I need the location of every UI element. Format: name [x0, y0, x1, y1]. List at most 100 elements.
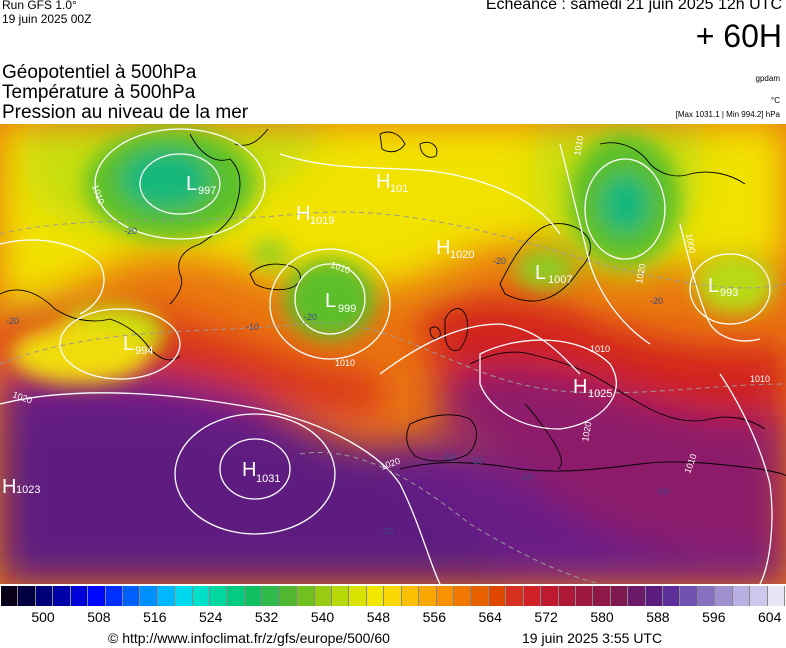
scale-swatch	[732, 586, 751, 606]
scale-swatch	[471, 586, 489, 606]
temp-label-10: -20	[6, 316, 19, 326]
temp-label-2: -10	[470, 456, 483, 466]
scale-swatch	[297, 586, 315, 606]
scale-swatch	[35, 586, 54, 606]
center-type-6: L	[708, 275, 719, 297]
scale-swatch	[279, 586, 298, 606]
isobar-label-0: 1010	[572, 135, 585, 156]
scale-swatch	[18, 586, 36, 606]
scale-tick-label: 524	[199, 609, 223, 625]
field-green-scand	[515, 249, 575, 289]
center-value-6: 993	[720, 287, 738, 299]
scale-swatch	[140, 586, 158, 606]
scale-tick-label: 540	[310, 609, 335, 625]
isotherm-m10-s	[299, 452, 601, 584]
isobar-1010-w	[0, 239, 105, 315]
isobar-1020-n	[279, 153, 561, 235]
color-scale-ticks: 500 508 516 524 532 540 548 556 564 572 580 588 596 6…	[0, 609, 786, 627]
isobar-low-mid	[294, 263, 366, 335]
temp-label-3: -10	[520, 472, 533, 482]
scale-swatch	[70, 586, 89, 606]
center-type-0: L	[186, 173, 197, 195]
field-teal-ne	[600, 174, 650, 234]
isobar-1000-e	[679, 223, 761, 342]
scale-swatch	[227, 586, 245, 606]
temp-label-8: -20	[493, 256, 506, 266]
scale-swatch	[244, 586, 263, 606]
title-geopotential: Géopotentiel à 500hPa	[2, 62, 197, 83]
coast-svalbard	[379, 131, 438, 158]
scale-tick-label: 572	[534, 609, 558, 625]
scale-swatch	[366, 586, 385, 606]
forecast-valid-time: Echéance : samedi 21 juin 2025 12h UTC	[485, 0, 782, 13]
isobar-low-nw	[139, 153, 221, 215]
scale-swatch	[349, 586, 367, 606]
scale-swatch	[697, 586, 716, 606]
center-type-2: H	[296, 203, 310, 225]
center-type-9: H	[242, 459, 256, 481]
scale-swatch	[314, 586, 333, 606]
source-credit: © http://www.infoclimat.fr/z/gfs/europe/…	[108, 630, 390, 646]
scale-swatch	[628, 586, 646, 606]
isotherm-m20-n	[0, 211, 786, 289]
isobar-high-eu	[479, 339, 617, 430]
center-value-4: 999	[338, 303, 356, 315]
scale-tick-label: 508	[87, 609, 111, 625]
scale-swatch	[575, 586, 594, 606]
scale-swatch	[157, 586, 176, 606]
isobar-low-nw-2	[94, 128, 266, 240]
scale-swatch	[436, 586, 454, 606]
scale-tick-label: 564	[478, 609, 502, 625]
coast-labrador	[0, 289, 181, 361]
scale-swatch	[419, 586, 437, 606]
center-value-7: 994	[135, 345, 153, 357]
unit-geopotential: gpdam	[755, 74, 780, 83]
scale-swatch	[506, 586, 524, 606]
scale-swatch	[210, 586, 228, 606]
isobar-1010-e	[719, 373, 773, 584]
isobar-low-w	[59, 308, 181, 380]
isobar-low-mid-2	[269, 248, 391, 360]
scale-tick-label: 532	[254, 609, 279, 625]
coast-scandinavia	[499, 223, 591, 302]
temp-label-6: -20	[124, 226, 137, 236]
scale-tick-label: 596	[702, 609, 726, 625]
center-type-4: L	[325, 290, 336, 312]
coast-russia	[599, 142, 746, 185]
isobar-1010-n	[559, 143, 651, 345]
scale-swatch	[767, 586, 785, 606]
scale-swatch	[610, 586, 629, 606]
coast-iceland	[249, 263, 301, 291]
isotherm-m10-c	[0, 322, 786, 394]
scale-tick-label: 516	[143, 609, 167, 625]
temp-label-5: -10	[380, 526, 393, 536]
isobar-label-9: 1020	[634, 263, 647, 284]
center-value-1: 101	[390, 183, 408, 195]
scale-swatch	[175, 586, 193, 606]
center-type-5: L	[535, 262, 546, 284]
field-green-east	[695, 254, 775, 314]
isotherms	[0, 211, 786, 584]
run-label: Run GFS 1.0°	[2, 0, 77, 12]
field-violet-sw	[0, 416, 520, 584]
scale-tick-label: 580	[590, 609, 614, 625]
scale-swatch	[488, 586, 507, 606]
scale-swatch	[453, 586, 472, 606]
scale-swatch	[541, 586, 559, 606]
scale-swatch	[715, 586, 733, 606]
unit-temperature: °C	[771, 96, 780, 105]
isobar-label-7: 1010	[750, 374, 770, 384]
isobar-high-az-2	[219, 438, 291, 500]
center-type-7: L	[123, 333, 134, 355]
scale-swatch	[122, 586, 141, 606]
scale-swatch	[523, 586, 542, 606]
scale-swatch	[680, 586, 698, 606]
pressure-range: [Max 1031.1 | Min 994.2] hPa	[675, 110, 780, 119]
isobar-low-e	[689, 253, 771, 325]
center-type-3: H	[436, 237, 450, 259]
isobar-1020-s	[0, 392, 441, 584]
temp-label-7: -20	[304, 312, 317, 322]
title-temperature: Température à 500hPa	[2, 82, 196, 103]
scale-tick-label: 556	[422, 609, 446, 625]
scale-swatch	[332, 586, 350, 606]
